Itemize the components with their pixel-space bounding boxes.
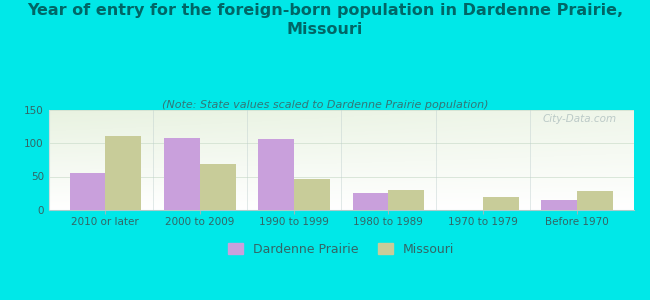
Bar [577,190,613,210]
Bar [200,164,235,210]
Text: (Note: State values scaled to Dardenne Prairie population): (Note: State values scaled to Dardenne P… [162,100,488,110]
Text: Year of entry for the foreign-born population in Dardenne Prairie,
Missouri: Year of entry for the foreign-born popul… [27,3,623,37]
Bar [483,196,519,210]
Bar [541,200,577,210]
Bar [258,139,294,210]
Bar [105,136,141,210]
Legend: Dardenne Prairie, Missouri: Dardenne Prairie, Missouri [228,243,454,256]
Bar [70,173,105,210]
Bar [294,179,330,210]
Bar [164,138,200,210]
Bar [389,190,424,210]
Text: City-Data.com: City-Data.com [542,113,616,124]
Bar [352,193,389,210]
